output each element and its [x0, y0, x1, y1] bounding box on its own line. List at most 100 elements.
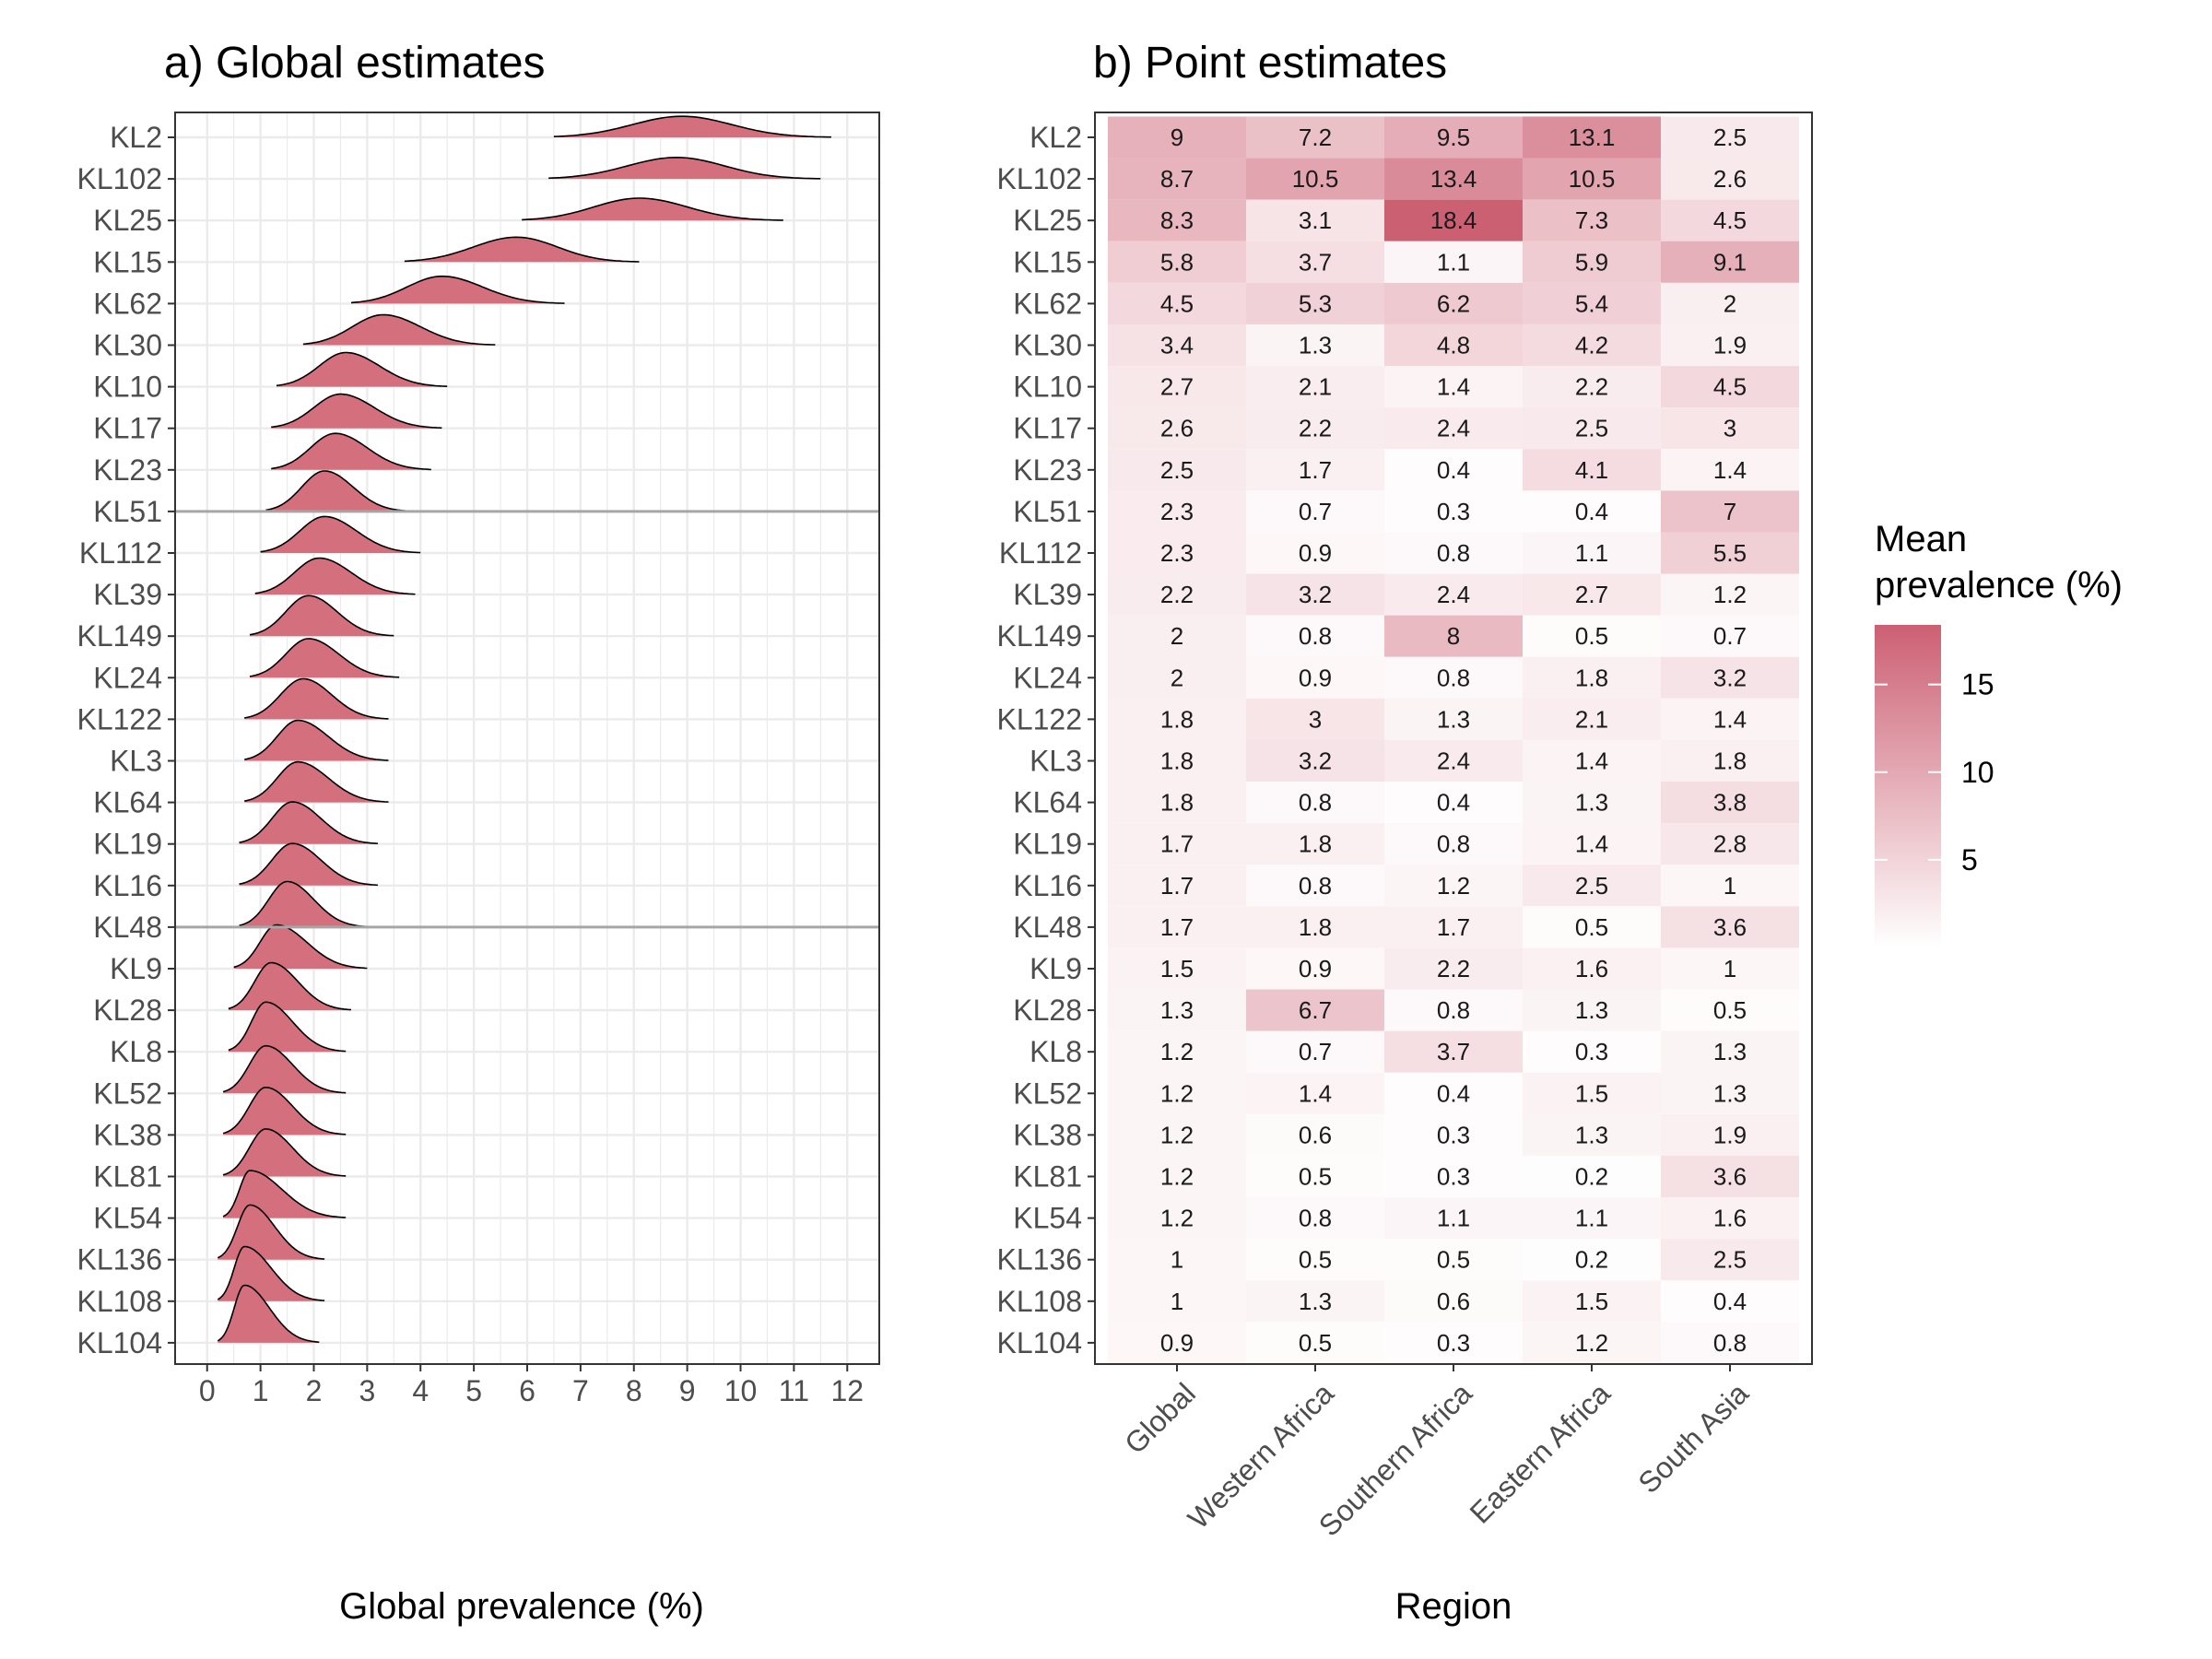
heatmap-cell	[1246, 1197, 1384, 1240]
cell-value-label: 0.7	[1299, 498, 1332, 525]
heatmap-cell	[1384, 1072, 1523, 1114]
y-tick-label: KL28	[93, 994, 162, 1027]
y-tick-label: KL102	[996, 162, 1082, 195]
ridge-outline-KL108	[217, 1245, 325, 1301]
heatmap-cell	[1661, 532, 1799, 574]
heatmap-cell	[1384, 615, 1523, 657]
heatmap-cell	[1523, 282, 1661, 324]
cell-value-label: 0.5	[1299, 1329, 1332, 1357]
y-tick-label: KL48	[1013, 911, 1082, 944]
ridge-KL15	[404, 237, 640, 263]
cell-value-label: 3.4	[1160, 332, 1194, 359]
cell-value-label: 8.7	[1160, 165, 1194, 193]
heatmap-cell	[1108, 1072, 1246, 1114]
heatmap-cell	[1384, 1239, 1523, 1281]
y-tick-label: KL149	[996, 619, 1082, 653]
cell-value-label: 1.8	[1160, 789, 1194, 817]
heatmap-cell	[1108, 158, 1246, 200]
heatmap-cell	[1384, 947, 1523, 990]
cell-value-label: 1.2	[1160, 1038, 1194, 1065]
ridge-KL112	[260, 516, 421, 553]
y-tick-label: KL102	[76, 162, 162, 195]
cell-value-label: 0.8	[1437, 996, 1470, 1024]
y-tick-label: KL81	[1013, 1160, 1082, 1194]
y-tick-label: KL15	[1013, 245, 1082, 278]
cell-value-label: 0.5	[1437, 1246, 1470, 1274]
heatmap-cell	[1246, 573, 1384, 616]
x-tick-label: 11	[779, 1374, 809, 1407]
cell-value-label: 1.4	[1575, 830, 1608, 858]
cell-value-label: 2.4	[1437, 415, 1470, 442]
cell-value-label: 0.2	[1575, 1246, 1608, 1274]
heatmap-cell	[1523, 1113, 1661, 1156]
cell-value-label: 1.8	[1299, 913, 1332, 941]
heatmap-cell	[1661, 989, 1799, 1031]
panel-a-x-ticks: 0 1 2 3 4 5 6 7 8 9 10 11 12	[199, 1364, 864, 1407]
y-tick-label: KL8	[110, 1035, 162, 1068]
heatmap-cell	[1384, 449, 1523, 491]
heatmap-cell	[1523, 532, 1661, 574]
ridge-outline-KL2	[553, 115, 831, 138]
y-tick-label: KL54	[1013, 1202, 1082, 1235]
y-tick-label: KL9	[1030, 952, 1082, 985]
cell-value-label: 2	[1171, 622, 1183, 650]
cell-value-label: 1.2	[1713, 581, 1747, 608]
cell-value-label: 1.3	[1437, 705, 1470, 733]
cell-value-label: 1.2	[1160, 1205, 1194, 1232]
heatmap-cell	[1523, 1030, 1661, 1073]
cell-value-label: 1.6	[1713, 1205, 1747, 1232]
cell-value-label: 1.2	[1575, 1329, 1608, 1357]
cell-value-label: 1.1	[1437, 248, 1470, 276]
cell-value-label: 4.5	[1160, 289, 1194, 317]
heatmap-cell	[1523, 1155, 1661, 1198]
y-tick-label: KL25	[1013, 204, 1082, 237]
cell-value-label: 2.5	[1160, 456, 1194, 484]
cell-value-label: 0.3	[1437, 1121, 1470, 1148]
y-tick-label: KL51	[93, 495, 162, 528]
cell-value-label: 2.2	[1575, 373, 1608, 401]
panel-a-xlabel: Global prevalence (%)	[339, 1586, 704, 1627]
heatmap-cell	[1108, 1113, 1246, 1156]
cell-value-label: 1.5	[1575, 1288, 1608, 1315]
heatmap-cell	[1246, 906, 1384, 948]
ridge-KL24	[250, 638, 400, 678]
heatmap-cell	[1246, 823, 1384, 865]
y-tick-label: KL54	[93, 1202, 162, 1235]
cell-value-label: 2.5	[1713, 1246, 1747, 1274]
cell-value-label: 2.3	[1160, 539, 1194, 567]
cell-value-label: 1.4	[1713, 456, 1747, 484]
ridge-outline-KL149	[249, 594, 394, 637]
heatmap-cell	[1523, 906, 1661, 948]
cell-value-label: 1.7	[1437, 913, 1470, 941]
heatmap-cell	[1661, 615, 1799, 657]
y-tick-label: KL104	[996, 1326, 1082, 1359]
cell-value-label: 1.1	[1575, 539, 1608, 567]
y-tick-label: KL52	[93, 1077, 162, 1110]
cell-value-label: 3.7	[1299, 248, 1332, 276]
heatmap-cell	[1246, 490, 1384, 533]
heatmap-cell	[1246, 1280, 1384, 1323]
cell-value-label: 5.3	[1299, 289, 1332, 317]
x-tick-label: 4	[412, 1374, 429, 1407]
heatmap-cell	[1661, 739, 1799, 782]
x-tick-label: 0	[199, 1374, 216, 1407]
ridge-KL102	[548, 157, 821, 180]
ridge-KL64	[244, 761, 389, 803]
cell-value-label: 0.5	[1575, 913, 1608, 941]
ridge-outline-KL10	[276, 351, 448, 387]
y-tick-label: KL108	[76, 1285, 162, 1318]
heatmap-cell	[1108, 366, 1246, 408]
heatmap-cell	[1384, 1322, 1523, 1364]
cell-value-label: 2.3	[1160, 498, 1194, 525]
cell-value-label: 1.4	[1575, 747, 1608, 775]
heatmap-cell	[1246, 241, 1384, 283]
cell-value-label: 2.6	[1713, 165, 1747, 193]
ridge-outline-KL16	[239, 842, 378, 887]
heatmap-cell	[1246, 698, 1384, 740]
heatmap-cell	[1523, 366, 1661, 408]
cell-value-label: 4.5	[1713, 206, 1747, 234]
heatmap-cell	[1384, 739, 1523, 782]
cell-value-label: 1.3	[1713, 1079, 1747, 1107]
x-tick-label: 1	[253, 1374, 269, 1407]
ridge-outline-KL23	[271, 432, 431, 471]
